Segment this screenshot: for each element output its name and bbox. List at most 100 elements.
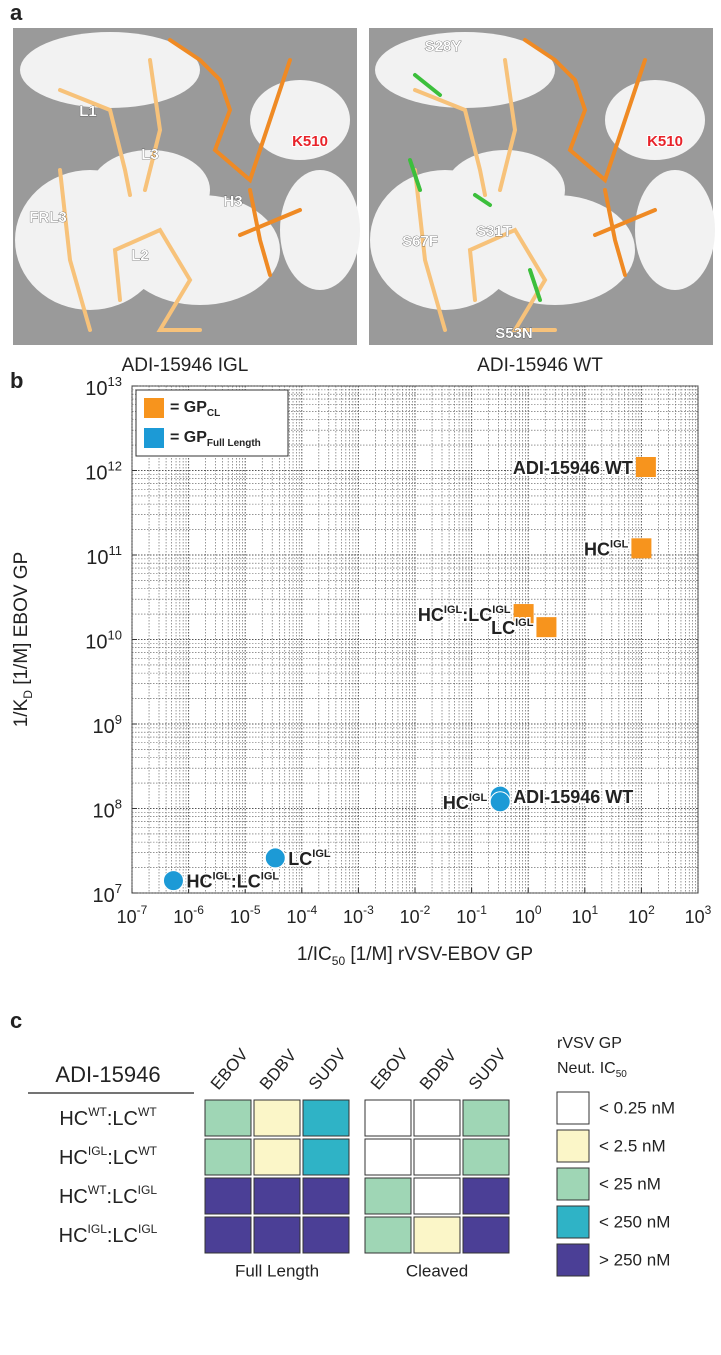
residue-label: H3 [223,193,242,210]
legend-subtitle-part: Neut. IC [557,1060,616,1077]
tick-exponent: -3 [363,903,374,917]
point-label-part: IGL [610,538,629,550]
y-tick-label: 1012 [85,458,122,484]
heat-cell [205,1178,251,1214]
heat-cell [254,1139,300,1175]
tick-base: 10 [86,547,108,569]
tick-exponent: 10 [108,627,122,642]
heat-cell [205,1139,251,1175]
point-label-part: LC [288,849,312,869]
legend-subtitle: Neut. IC50 [557,1060,627,1080]
tick-exponent: 1 [591,903,598,917]
point [163,871,183,891]
tick-exponent: 7 [115,881,122,896]
row-label: HCWT:LCWT [59,1105,157,1130]
point-label-part: IGL [492,604,511,616]
tick-base: 10 [628,907,648,927]
tick-base: 10 [515,907,535,927]
tick-exponent: 12 [108,458,122,473]
y-tick-label: 108 [93,796,122,822]
tick-base: 10 [685,907,705,927]
tick-base: 10 [400,907,420,927]
point [265,848,285,868]
point-label-part: IGL [312,848,331,860]
tick-exponent: 0 [535,903,542,917]
row-label-part: HC [59,1225,88,1247]
legend-label-part: = GP [170,399,207,416]
legend-label: < 0.25 nM [599,1098,675,1117]
structure-images [13,28,715,345]
row-label-part: :LC [107,1225,138,1247]
row-label-part: :LC [107,1108,138,1130]
heat-cell [414,1178,460,1214]
residue-label: K510 [647,133,683,150]
point-label-part: HC [418,605,444,625]
tick-exponent: -2 [420,903,431,917]
tick-base: 10 [173,907,193,927]
point-label-part: ADI-15946 WT [513,458,633,478]
y-tick-label: 109 [93,712,122,738]
point [631,538,651,558]
x-tick-label: 10-1 [456,903,487,927]
heat-cell [303,1139,349,1175]
heat-cell [365,1139,411,1175]
group-label: Cleaved [406,1261,468,1280]
residue-label: L2 [131,247,149,264]
tick-exponent: 13 [108,374,122,389]
legend-label: > 250 nM [599,1250,670,1269]
x-tick-label: 102 [628,903,655,927]
point-label-part: :LC [231,871,261,891]
heat-cell [365,1178,411,1214]
row-label-part: HC [59,1186,88,1208]
row-label-part: WT [88,1105,107,1119]
point-label-part: ADI-15946 WT [513,787,633,807]
residue-label: L1 [79,103,97,120]
tick-base: 10 [85,463,107,485]
point-label-part: HC [584,539,610,559]
heat-cell [463,1139,509,1175]
row-label: HCIGL:LCIGL [59,1222,158,1247]
legend-swatch [557,1130,589,1162]
tick-exponent: -6 [193,903,204,917]
residue-label: S28Y [425,38,462,55]
row-label-part: :LC [107,1186,138,1208]
y-axis-label: 1/KD [1/M] EBOV GP [11,552,35,728]
point-label: ADI-15946 WT [513,787,633,807]
row-label-part: WT [138,1144,157,1158]
row-label-part: HC [59,1108,88,1130]
x-tick-label: 100 [515,903,542,927]
y-tick-label: 1011 [86,543,122,569]
legend-label-part: CL [207,408,220,419]
point [536,617,556,637]
tick-base: 10 [456,907,476,927]
legend-swatch [144,398,164,418]
x-tick-label: 10-3 [343,903,374,927]
heat-cell [254,1178,300,1214]
table-header: ADI-15946 [55,1062,160,1087]
point-label-part: IGL [261,871,280,883]
tick-base: 10 [93,801,115,823]
column-label: EBOV [207,1045,252,1094]
point-label-part: LC [491,618,515,638]
heat-cell [414,1217,460,1253]
heat-cell [365,1100,411,1136]
point-label-part: IGL [444,604,463,616]
row-label: HCWT:LCIGL [59,1183,157,1208]
x-axis-label: 1/IC50 [1/M] rVSV-EBOV GP [297,944,533,968]
legend-swatch [557,1168,589,1200]
row-label-part: IGL [88,1144,108,1158]
heat-cell [463,1217,509,1253]
tick-exponent: 9 [115,712,122,727]
residue-label: L3 [141,146,159,163]
tick-exponent: -1 [476,903,487,917]
legend-title: rVSV GP [557,1035,622,1052]
tick-exponent: -4 [306,903,317,917]
panel-letter: a [10,0,23,25]
x-tick-label: 10-4 [286,903,317,927]
tick-exponent: -7 [137,903,148,917]
y-axis-label-part: D [21,690,35,699]
y-axis-label-part: 1/K [11,698,32,727]
column-label: BDBV [256,1045,301,1093]
column-label: BDBV [416,1045,461,1093]
legend-label: < 250 nM [599,1212,670,1231]
